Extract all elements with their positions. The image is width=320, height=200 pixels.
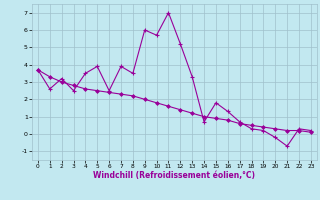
- X-axis label: Windchill (Refroidissement éolien,°C): Windchill (Refroidissement éolien,°C): [93, 171, 255, 180]
